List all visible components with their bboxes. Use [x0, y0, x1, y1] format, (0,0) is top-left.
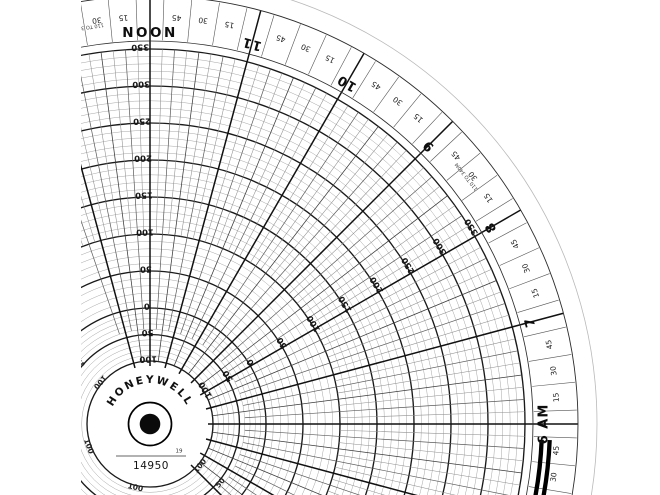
- minute-tick-label: 15: [224, 19, 235, 30]
- scale-label: 250: [133, 115, 151, 125]
- scale-label: 300: [132, 78, 150, 88]
- minute-tick-label: 30: [548, 472, 558, 483]
- spindle-ring: [127, 401, 173, 447]
- minute-tick-label: 30: [198, 15, 209, 25]
- minute-tick-label: 15: [530, 287, 542, 299]
- heavy-marker-arc: [541, 439, 552, 495]
- hour-label-noon: NOON: [122, 25, 178, 41]
- minute-tick-label: 45: [544, 339, 555, 350]
- scale-label: 200: [134, 152, 152, 162]
- left-crop-mask: [0, 0, 81, 495]
- scale-label: 100: [139, 353, 157, 363]
- scale-label: 0: [144, 300, 150, 310]
- rim-fine-print-text: 110 TO 340M: [70, 21, 104, 32]
- date-prefix: 19: [176, 449, 183, 455]
- scale-label: 350: [131, 41, 149, 51]
- minute-tick-label: 45: [509, 238, 521, 251]
- spindle-hole: [139, 413, 161, 435]
- minute-tick-label: 30: [299, 42, 311, 54]
- paper-edge: [0, 0, 598, 495]
- minute-tick-label: 30: [548, 365, 558, 376]
- hub-scale-label: 100: [127, 481, 144, 493]
- minute-tick-label: 45: [551, 445, 561, 455]
- grid-radials: [17, 0, 578, 495]
- hour-label: 11: [240, 34, 263, 54]
- minute-tick-label: 45: [275, 33, 287, 45]
- minute-tick-label: 15: [551, 392, 561, 402]
- chart-number: 14950: [133, 460, 169, 472]
- minute-tick-label: 30: [520, 262, 532, 274]
- scale-label: 50: [141, 327, 153, 337]
- minute-tick-label: 15: [118, 13, 128, 23]
- start-marker-arcs: [533, 439, 552, 495]
- scale-label: 50: [140, 263, 152, 273]
- minute-tick-label: 45: [171, 13, 181, 23]
- scale-label: 150: [135, 189, 153, 199]
- scale-label: 100: [136, 226, 154, 236]
- hour-label: 6 AM: [537, 404, 552, 445]
- hour-label: 7: [522, 315, 539, 329]
- heavy-marker-arc: [533, 439, 544, 495]
- scale-label: 0: [245, 357, 257, 367]
- minute-tick-label: 30: [91, 15, 102, 25]
- minute-tick-label: 15: [324, 53, 337, 65]
